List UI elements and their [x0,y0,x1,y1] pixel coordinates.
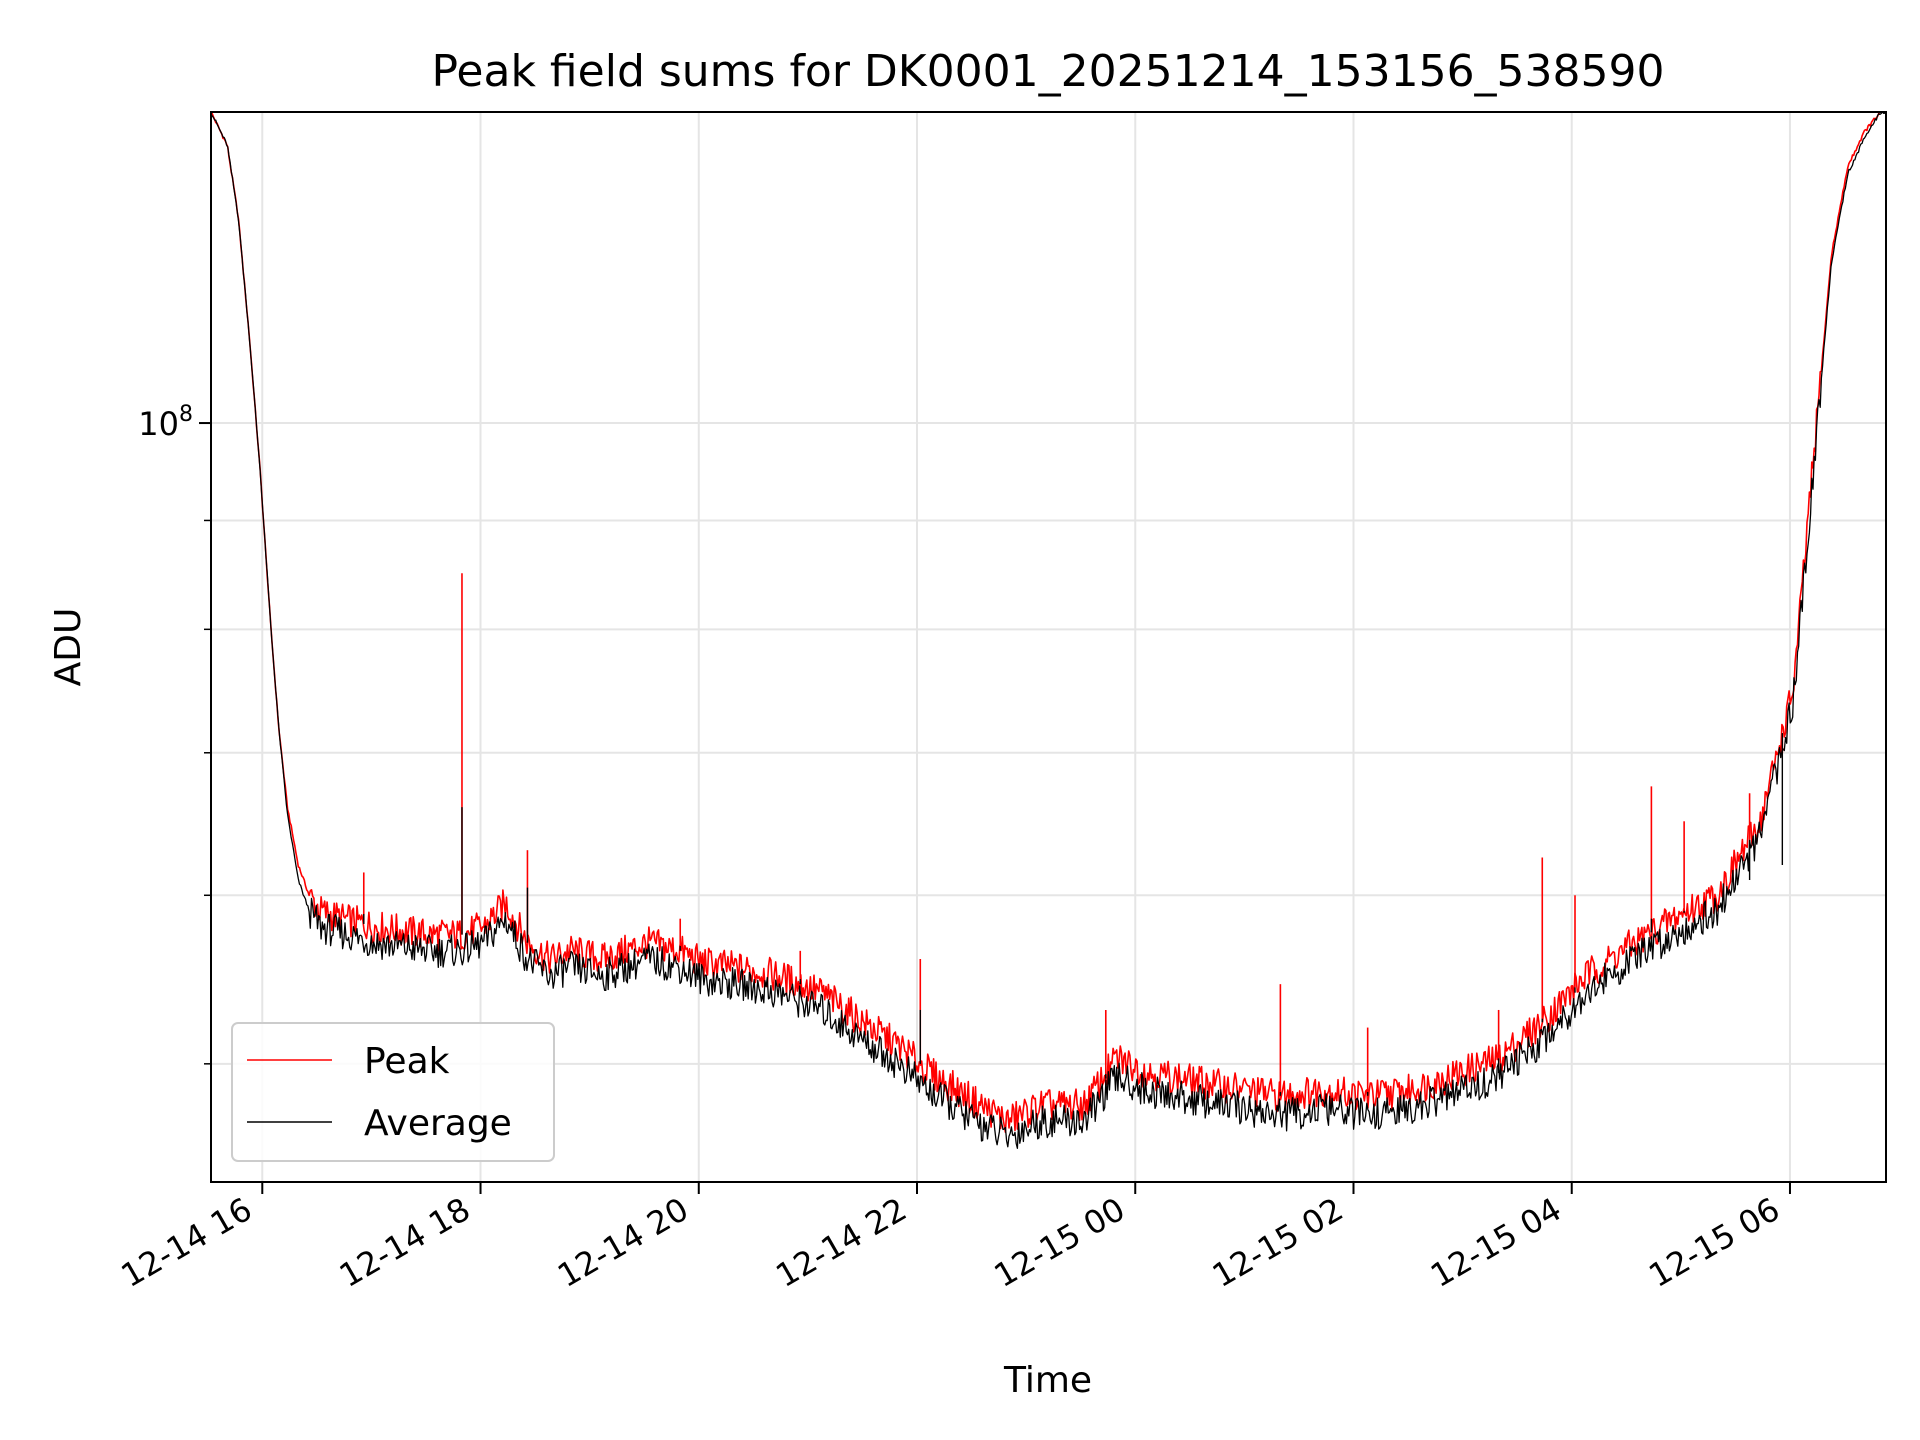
y-tick-label: 108 [138,402,193,443]
legend-box [231,1022,555,1162]
legend-average-label: Average [364,1103,512,1144]
grid [211,112,1886,1182]
legend-peak-label: Peak [364,1041,450,1082]
x-axis-label: Time [1003,1360,1092,1401]
plot-frame [210,111,1887,1183]
series-line-average [210,111,1887,1149]
legend: Peak Average [231,1022,555,1162]
series-layer [210,111,1887,1149]
y-axis-label: ADU [48,608,89,687]
chart-title: Peak field sums for DK0001_20251214_1531… [431,46,1664,97]
